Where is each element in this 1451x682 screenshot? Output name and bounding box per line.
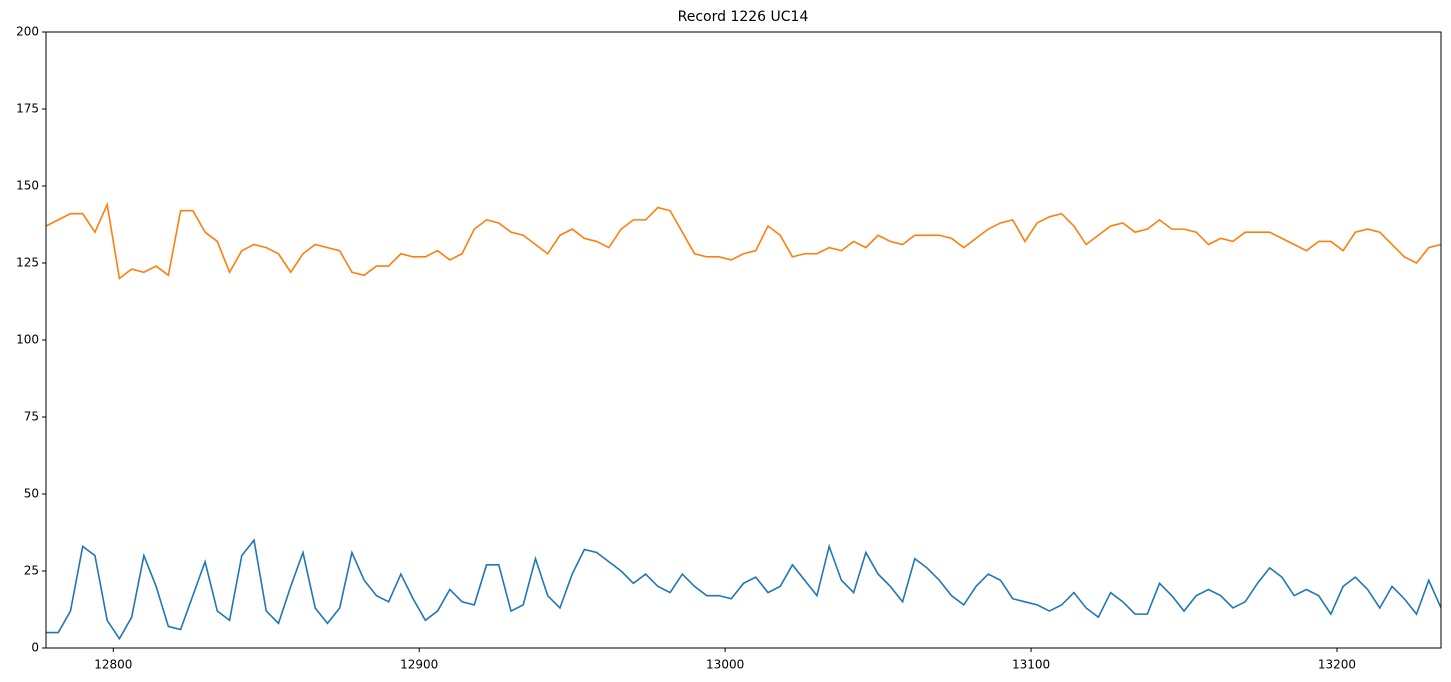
x-tick-label: 13200 [1318, 658, 1356, 672]
y-tick-label: 150 [16, 179, 39, 193]
x-tick-label: 13100 [1012, 658, 1050, 672]
y-tick-label: 125 [16, 256, 39, 270]
y-tick-label: 50 [24, 487, 39, 501]
y-tick-label: 200 [16, 25, 39, 39]
y-tick-label: 175 [16, 102, 39, 116]
y-tick-label: 75 [24, 410, 39, 424]
series-line [46, 538, 1441, 641]
x-tick-label: 13000 [706, 658, 744, 672]
x-tick-label: 12800 [94, 658, 132, 672]
x-tick-label: 12900 [400, 658, 438, 672]
y-tick-label: 25 [24, 564, 39, 578]
y-tick-label: 0 [31, 641, 39, 655]
y-tick-label: 100 [16, 333, 39, 347]
series-line [46, 201, 1441, 280]
plot-frame [45, 31, 1442, 649]
chart-title: Record 1226 UC14 [678, 9, 809, 25]
